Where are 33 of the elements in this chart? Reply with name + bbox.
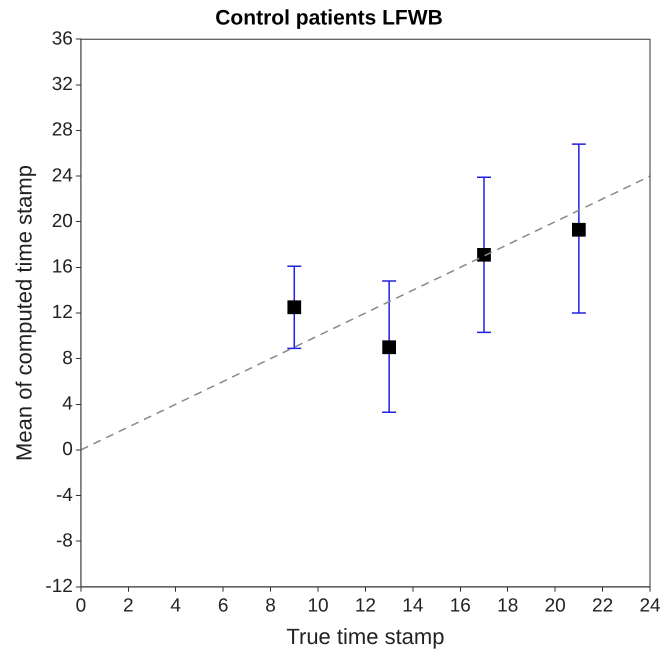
y-tick-label: 32 [52, 74, 73, 96]
x-tick-label: 22 [592, 595, 614, 616]
x-tick-label: 8 [265, 595, 276, 616]
y-tick-label: 4 [62, 394, 74, 414]
x-tick-label: 6 [218, 595, 228, 616]
y-tick-label: -8 [56, 530, 73, 552]
y-tick-label: 24 [52, 165, 74, 186]
y-tick-label: 36 [52, 28, 73, 50]
x-tick-label: 12 [354, 595, 376, 616]
y-tick-label: 20 [52, 210, 73, 232]
point [382, 340, 396, 354]
x-tick-label: 14 [402, 595, 424, 616]
x-tick-label: 2 [123, 595, 134, 616]
point [477, 248, 491, 262]
y-tick-label: 16 [52, 256, 73, 278]
y-tick-label: -4 [56, 484, 74, 506]
x-tick-label: 4 [170, 595, 182, 616]
x-tick-label: 0 [76, 595, 86, 616]
y-tick-label: -12 [45, 576, 73, 598]
x-tick-label: 18 [497, 595, 518, 616]
x-tick-label: 20 [544, 595, 566, 616]
x-axis-title: True time stamp [286, 624, 444, 649]
y-tick-label: 28 [52, 120, 73, 141]
x-tick-label: 16 [450, 595, 471, 616]
y-tick-label: 12 [52, 302, 73, 324]
x-tick-label: 24 [639, 595, 661, 616]
y-tick-label: 0 [62, 439, 73, 460]
x-tick-label: 10 [307, 595, 329, 616]
chart-title: Control patients LFWB [215, 6, 443, 30]
point [287, 300, 302, 314]
point [572, 222, 586, 237]
y-tick-label: 8 [62, 348, 73, 369]
y-axis-title: Mean of computed time stamp [11, 165, 36, 461]
